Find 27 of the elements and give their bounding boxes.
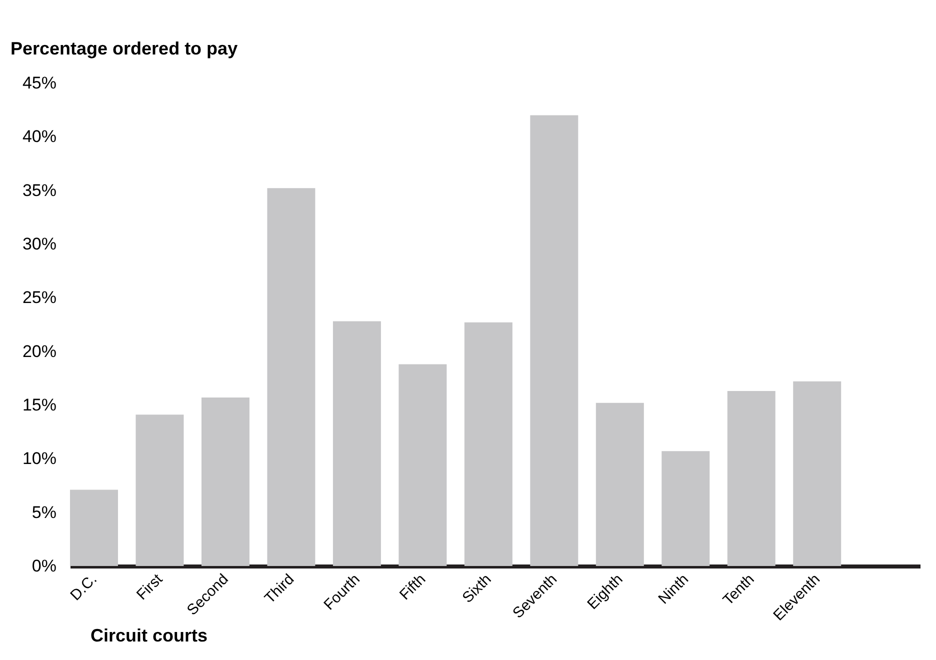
y-axis-title: Percentage ordered to pay <box>10 38 238 58</box>
y-tick-label: 10% <box>22 449 56 468</box>
bar <box>464 322 512 566</box>
bar <box>332 321 381 566</box>
y-tick-label: 40% <box>22 127 56 146</box>
bar <box>201 397 250 566</box>
bar <box>70 490 118 566</box>
bar <box>398 364 447 566</box>
bar <box>596 402 644 566</box>
y-tick-label: 25% <box>22 288 56 308</box>
bar <box>136 414 184 566</box>
x-axis-title: Circuit courts <box>90 625 208 646</box>
x-tick-label: First <box>133 570 167 604</box>
y-tick-label: 15% <box>22 396 56 414</box>
bar <box>727 391 776 566</box>
bar <box>267 188 316 566</box>
y-tick-label: 5% <box>32 502 56 522</box>
bar <box>662 451 710 566</box>
y-tick-label: 35% <box>22 180 56 200</box>
y-tick-label: 30% <box>22 234 56 254</box>
bar <box>530 115 578 566</box>
bar <box>793 381 842 566</box>
x-tick-label: Fifth <box>396 570 430 604</box>
y-tick-label: 45% <box>22 74 56 92</box>
y-tick-label: 0% <box>32 556 56 576</box>
x-tick-label: D.C. <box>67 570 100 604</box>
y-tick-label: 20% <box>22 342 56 361</box>
